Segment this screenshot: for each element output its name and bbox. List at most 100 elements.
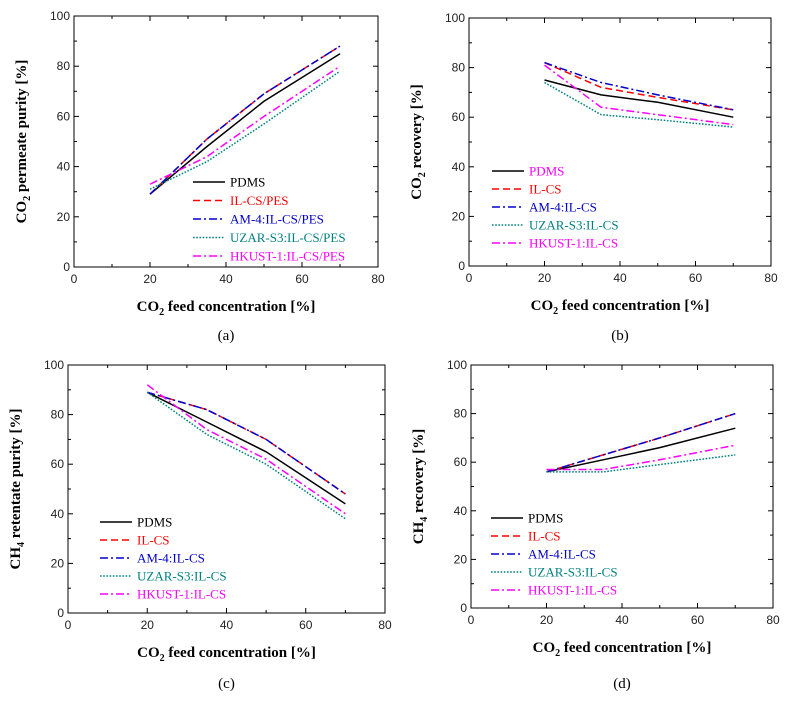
y-axis-label: CH4 recovery [%] — [411, 429, 430, 545]
y-tick-label: 20 — [51, 556, 65, 570]
y-tick-label: 0 — [63, 260, 70, 274]
chart-panel-d: 0 20 40 60 80 0 20 40 60 80 100 CO2 feed concentrat… — [411, 358, 780, 692]
x-tick-label: 40 — [615, 613, 629, 627]
chart-panel-a: 0 20 40 60 80 0 20 40 60 80 100 CO2 feed concentrat… — [14, 9, 385, 344]
series-line-uzar-s3 — [546, 454, 736, 473]
plot-frame — [470, 364, 774, 609]
x-tick-label: 60 — [691, 613, 705, 627]
legend-entry: PDMS — [529, 164, 564, 179]
y-tick-label: 80 — [57, 59, 71, 73]
legend: PDMS IL-CS AM-4:IL-CS UZAR-S3:IL-CS HKUST-1:… — [100, 515, 227, 602]
y-tick-label: 60 — [454, 455, 468, 469]
x-tick-label: 60 — [689, 271, 703, 285]
x-axis-label: CO2 feed concentration [%] — [137, 299, 316, 318]
x-tick-label: 80 — [371, 272, 385, 286]
legend-entry: HKUST-1:IL-CS — [528, 583, 617, 598]
chart-panel-c: 0 20 40 60 80 0 20 40 60 80 100 CO2 feed concentrat… — [8, 358, 392, 692]
y-axis-label: CH4 retentate purity [%] — [8, 409, 27, 570]
series-line-am-4 — [149, 45, 341, 195]
y-tick-label: 0 — [460, 601, 467, 615]
series-line-il-cs — [149, 45, 341, 195]
legend-entry: IL-CS/PES — [230, 193, 289, 208]
legend-entry: HKUST-1:IL-CS/PES — [230, 249, 345, 264]
y-tick-label: 80 — [452, 61, 466, 75]
plot-frame — [468, 17, 772, 267]
y-tick-label: 40 — [454, 504, 468, 518]
legend-entry: UZAR-S3:IL-CS/PES — [230, 230, 346, 245]
series-line-pdms — [149, 53, 341, 195]
x-tick-label: 40 — [219, 272, 233, 286]
legend-entry: AM-4:IL-CS/PES — [230, 212, 324, 227]
y-tick-label: 60 — [452, 110, 466, 124]
legend-entry: IL-CS — [137, 533, 170, 548]
y-tick-label: 20 — [452, 209, 466, 223]
chart-panel-b: 0 20 40 60 80 0 20 40 60 80 100 CO2 feed concentrat… — [409, 11, 778, 344]
x-tick-label: 80 — [764, 271, 778, 285]
legend-entry: IL-CS — [529, 182, 562, 197]
legend-entry: AM-4:IL-CS — [137, 551, 205, 566]
x-tick-label: 40 — [220, 618, 234, 632]
legend-entry: UZAR-S3:IL-CS — [529, 218, 619, 233]
series-line-uzar-s3 — [146, 391, 346, 520]
y-tick-label: 100 — [445, 11, 465, 25]
y-tick-label: 60 — [51, 457, 65, 471]
series-line-am-4 — [546, 412, 736, 473]
y-tick-label: 60 — [57, 109, 71, 123]
legend-entry: UZAR-S3:IL-CS — [528, 565, 618, 580]
series-line-pdms — [544, 79, 734, 118]
x-tick-label: 20 — [538, 271, 552, 285]
legend-entry: UZAR-S3:IL-CS — [137, 569, 227, 584]
y-tick-label: 0 — [57, 606, 64, 620]
series-line-uzar-s3 — [149, 70, 341, 190]
legend-entry: HKUST-1:IL-CS — [529, 236, 618, 251]
panel-label: (a) — [218, 328, 235, 344]
x-tick-label: 80 — [378, 618, 392, 632]
y-tick-label: 40 — [452, 160, 466, 174]
series-line-hkust-1 — [546, 444, 736, 471]
legend: PDMS IL-CS AM-4:IL-CS UZAR-S3:IL-CS HKUST-1:… — [491, 511, 618, 598]
series-line-hkust-1 — [146, 384, 346, 515]
series-line-am-4 — [147, 391, 346, 495]
x-axis-label: CO2 feed concentration [%] — [137, 645, 316, 664]
x-tick-label: 0 — [468, 613, 475, 627]
x-axis-label: CO2 feed concentration [%] — [533, 640, 712, 659]
series-line-hkust-1 — [544, 64, 734, 126]
x-tick-label: 60 — [299, 618, 313, 632]
x-tick-label: 0 — [466, 271, 473, 285]
series-line-il-cs — [546, 412, 736, 473]
x-tick-label: 80 — [766, 613, 780, 627]
y-tick-label: 0 — [458, 259, 465, 273]
x-tick-label: 20 — [141, 618, 155, 632]
x-tick-label: 20 — [540, 613, 554, 627]
x-tick-label: 60 — [295, 272, 309, 286]
legend-entry: AM-4:IL-CS — [529, 200, 597, 215]
y-tick-label: 40 — [57, 160, 71, 174]
series-line-pdms — [546, 427, 736, 473]
y-axis-label: CO2 permeate purity [%] — [14, 60, 33, 224]
y-tick-label: 20 — [57, 210, 71, 224]
series-line-pdms — [146, 391, 346, 505]
y-tick-label: 100 — [447, 358, 467, 372]
legend-entry: AM-4:IL-CS — [528, 547, 596, 562]
y-tick-label: 40 — [51, 507, 65, 521]
y-tick-label: 100 — [50, 9, 70, 23]
panel-label: (d) — [613, 676, 631, 692]
panel-label: (c) — [218, 676, 235, 692]
legend-entry: IL-CS — [528, 529, 561, 544]
y-axis-label: CO2 recovery [%] — [409, 84, 428, 200]
legend-entry: HKUST-1:IL-CS — [137, 587, 226, 602]
x-tick-label: 0 — [71, 272, 78, 286]
x-tick-label: 0 — [65, 618, 72, 632]
legend-entry: PDMS — [230, 175, 265, 190]
legend-entry: PDMS — [137, 515, 172, 530]
y-tick-label: 80 — [51, 408, 65, 422]
series-line-uzar-s3 — [544, 81, 734, 128]
x-tick-label: 20 — [143, 272, 157, 286]
y-tick-label: 20 — [454, 552, 468, 566]
x-axis-label: CO2 feed concentration [%] — [531, 298, 710, 317]
series-line-il-cs — [544, 61, 734, 111]
x-tick-label: 40 — [613, 271, 627, 285]
series-line-am-4 — [544, 61, 734, 111]
panel-label: (b) — [611, 328, 629, 344]
